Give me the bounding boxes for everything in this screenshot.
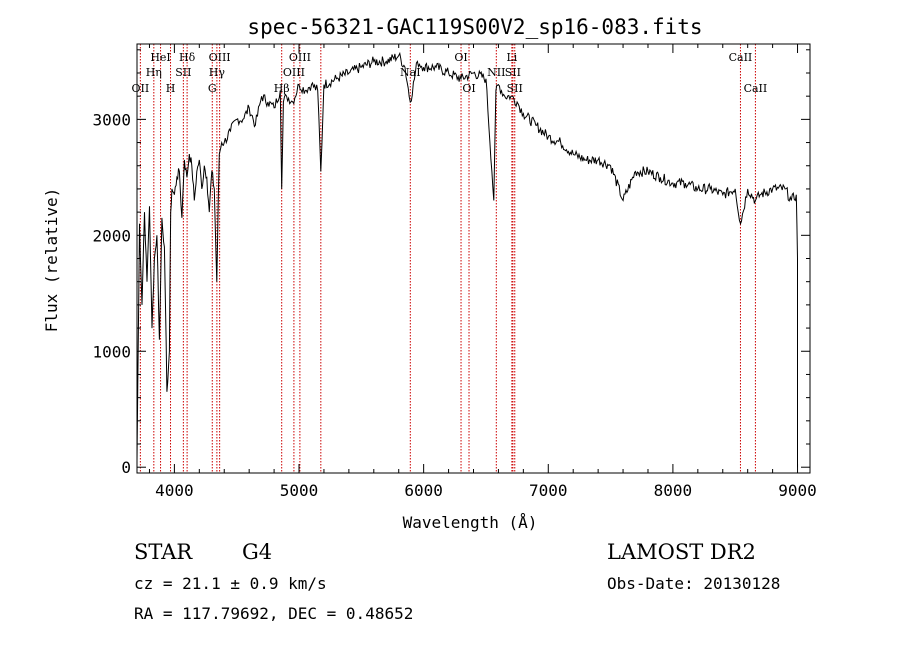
survey-name: LAMOST DR2 xyxy=(607,540,756,564)
object-class: STAR xyxy=(134,540,193,564)
spectral-line-label: SII xyxy=(175,66,191,79)
spectral-line-label: SII xyxy=(507,82,523,95)
coordinates: RA = 117.79692, DEC = 0.48652 xyxy=(134,604,414,623)
spectral-line-label: Hη xyxy=(146,66,162,79)
spectral-line-label: SII xyxy=(505,66,521,79)
x-tick-label: 7000 xyxy=(529,481,568,500)
x-axis-label: Wavelength (Å) xyxy=(403,513,538,532)
observation-date: Obs-Date: 20130128 xyxy=(607,574,781,593)
plot-frame xyxy=(136,43,811,474)
spectral-line-label: CaII xyxy=(744,82,768,95)
spectral-line-label: HeI xyxy=(150,51,170,64)
spectrum-line xyxy=(136,51,798,468)
spectral-line-labels: OII Hη HeI H Hδ SII G Hγ OIII Hβ OIII OIII NaI OI OI NI… xyxy=(132,51,768,95)
redshift-value: cz = 21.1 ± 0.9 km/s xyxy=(134,574,327,593)
y-tick-label: 0 xyxy=(121,458,131,477)
object-subclass: G4 xyxy=(242,540,273,564)
spectral-line-label: H xyxy=(166,82,176,95)
x-tick-label: 6000 xyxy=(404,481,443,500)
x-tick-label: 9000 xyxy=(778,481,817,500)
spectral-line-markers xyxy=(139,44,756,473)
x-tick-label: 8000 xyxy=(654,481,693,500)
y-tick-label: 2000 xyxy=(92,226,131,245)
y-tick-label: 3000 xyxy=(92,110,131,129)
spectral-line-label: Hδ xyxy=(179,51,196,64)
spectral-line-label: OIII xyxy=(283,66,305,79)
x-tick-label: 4000 xyxy=(155,481,194,500)
spectral-line-label: OIII xyxy=(209,51,231,64)
spectral-line-label: G xyxy=(208,82,217,95)
spectral-line-label: Hγ xyxy=(209,66,226,79)
spectral-line-label: OII xyxy=(132,82,150,95)
spectral-line-label: Li xyxy=(506,51,517,64)
x-tick-label: 5000 xyxy=(280,481,319,500)
y-tick-label: 1000 xyxy=(92,342,131,361)
spectral-line-label: OI xyxy=(462,82,475,95)
spectral-line-label: NaI xyxy=(400,66,421,79)
chart-title: spec-56321-GAC119S00V2_sp16-083.fits xyxy=(247,15,702,39)
spectral-line-label: Hβ xyxy=(274,82,290,95)
y-axis-label: Flux (relative) xyxy=(42,188,61,333)
axis-ticks: 4000 5000 6000 7000 8000 9000 0 1000 2000 3000 xyxy=(92,44,817,500)
spectral-line-label: OIII xyxy=(289,51,311,64)
spectral-line-label: NII xyxy=(487,66,505,79)
spectral-line-label: CaII xyxy=(729,51,753,64)
spectral-line-label: OI xyxy=(454,51,467,64)
